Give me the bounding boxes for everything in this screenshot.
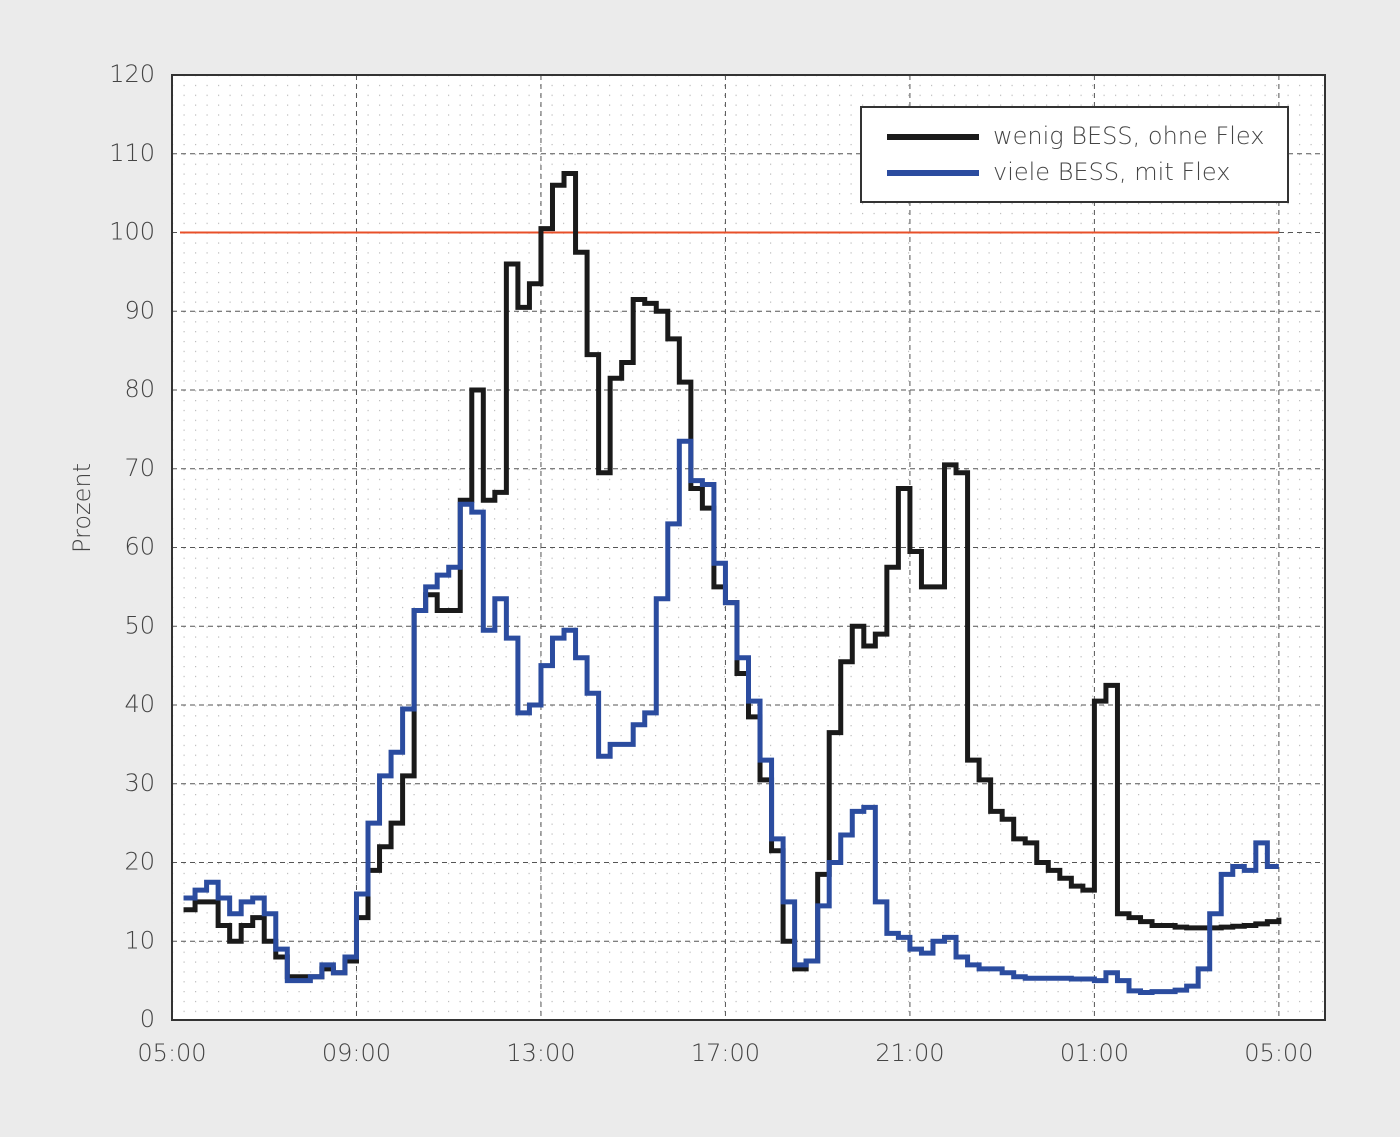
legend-box [860, 106, 1289, 203]
y-tick-label: 30 [124, 769, 155, 797]
x-tick-label: 05:00 [137, 1039, 206, 1067]
x-tick-label: 01:00 [1060, 1039, 1129, 1067]
y-tick-label: 60 [124, 533, 155, 561]
y-tick-label: 0 [140, 1005, 155, 1033]
plot-frame [171, 74, 1326, 1021]
y-tick-label: 50 [124, 611, 155, 639]
x-tick-label: 05:00 [1244, 1039, 1313, 1067]
y-tick-label: 120 [109, 60, 155, 88]
y-tick-label: 70 [124, 454, 155, 482]
y-tick-label: 40 [124, 690, 155, 718]
x-tick-label: 21:00 [875, 1039, 944, 1067]
legend-label: wenig BESS, ohne Flex [993, 122, 1264, 150]
y-tick-label: 110 [109, 139, 155, 167]
y-tick-label: 100 [109, 218, 155, 246]
y-axis-label: Prozent [68, 463, 96, 553]
legend-label: viele BESS, mit Flex [993, 158, 1230, 186]
y-tick-label: 80 [124, 375, 155, 403]
x-tick-label: 09:00 [322, 1039, 391, 1067]
y-tick-label: 90 [124, 296, 155, 324]
x-tick-label: 13:00 [506, 1039, 575, 1067]
x-tick-label: 17:00 [691, 1039, 760, 1067]
y-tick-label: 20 [124, 848, 155, 876]
y-tick-label: 10 [124, 926, 155, 954]
data-line [183, 438, 1279, 995]
